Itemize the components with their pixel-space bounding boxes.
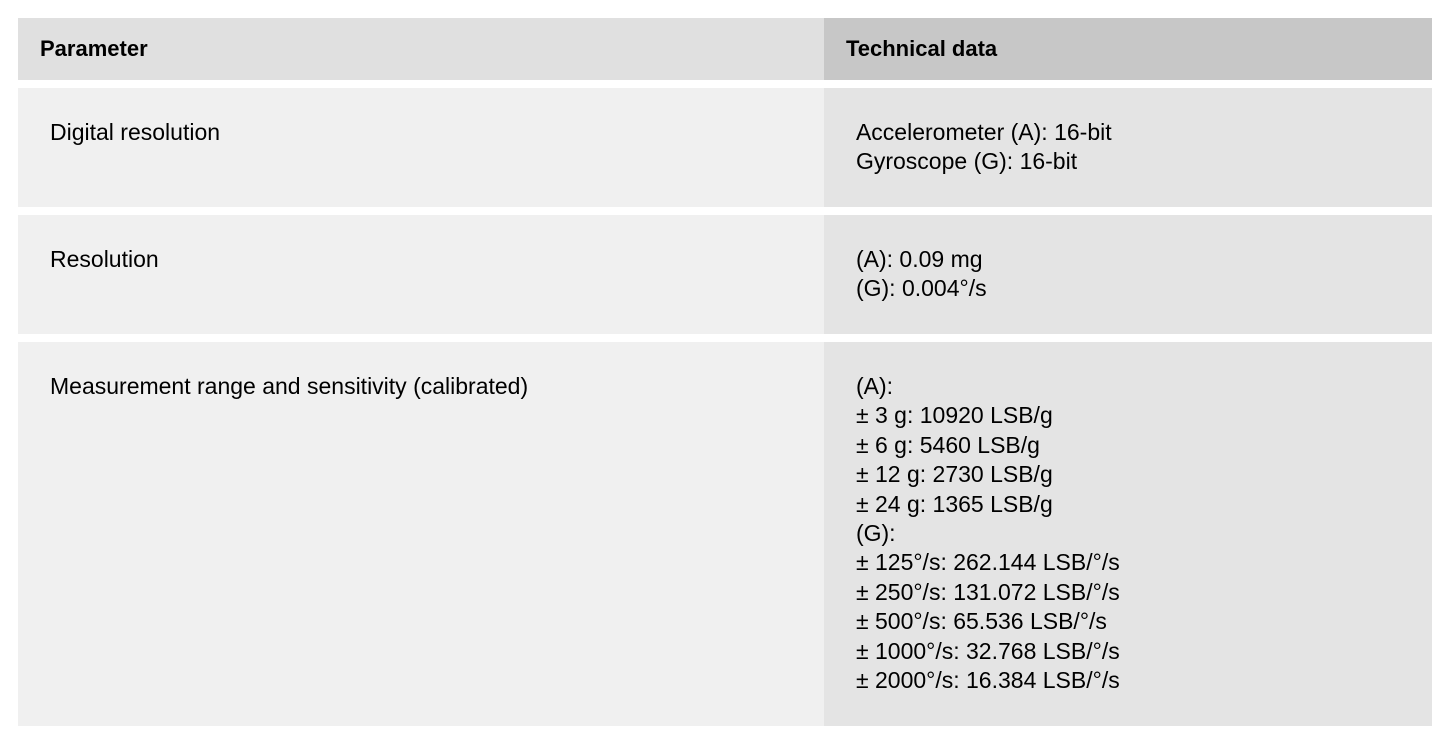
- column-header-parameter: Parameter: [18, 18, 824, 80]
- row-gap: [18, 207, 1432, 215]
- table-header-row: Parameter Technical data: [18, 18, 1432, 80]
- cell-parameter: Measurement range and sensitivity (calib…: [18, 342, 824, 726]
- row-gap: [18, 80, 1432, 88]
- specification-table: Parameter Technical data Digital resolut…: [18, 18, 1432, 726]
- table-row: Digital resolution Accelerometer (A): 16…: [18, 88, 1432, 207]
- column-header-technical-data: Technical data: [824, 18, 1432, 80]
- table-row: Resolution (A): 0.09 mg(G): 0.004°/s: [18, 215, 1432, 334]
- row-gap: [18, 334, 1432, 342]
- cell-parameter: Resolution: [18, 215, 824, 334]
- cell-technical-data: Accelerometer (A): 16-bitGyroscope (G): …: [824, 88, 1432, 207]
- cell-technical-data: (A):± 3 g: 10920 LSB/g± 6 g: 5460 LSB/g±…: [824, 342, 1432, 726]
- table-body: Digital resolution Accelerometer (A): 16…: [18, 80, 1432, 726]
- cell-parameter: Digital resolution: [18, 88, 824, 207]
- cell-technical-data: (A): 0.09 mg(G): 0.004°/s: [824, 215, 1432, 334]
- table-row: Measurement range and sensitivity (calib…: [18, 342, 1432, 726]
